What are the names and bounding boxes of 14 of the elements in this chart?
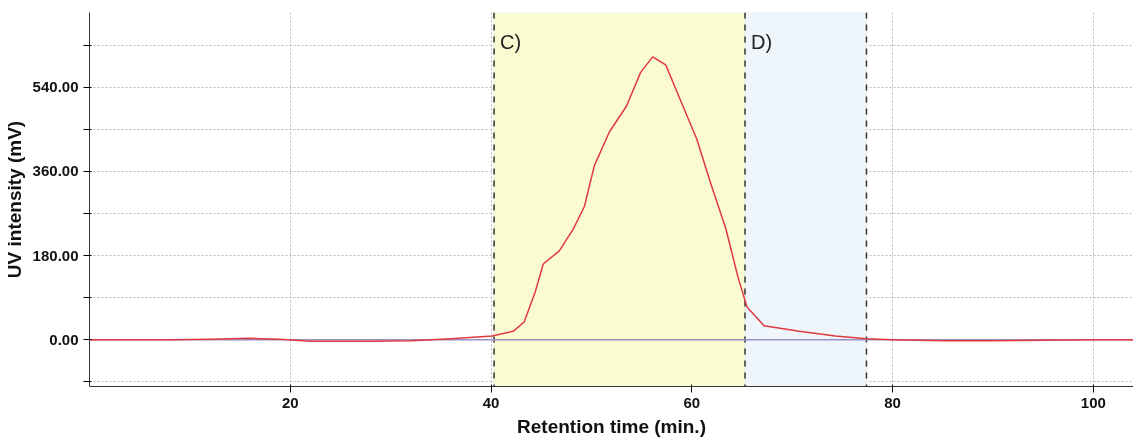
y-axis-title: UV intensity (mV) [3, 120, 25, 279]
x-axis-title: Retention time (min.) [517, 415, 706, 437]
x-tick-label: 40 [482, 393, 500, 411]
y-tick-label: 0.00 [49, 330, 79, 348]
x-tick-label: 80 [884, 393, 901, 411]
y-tick-label: 180.00 [32, 246, 79, 264]
x-tick-label: 60 [683, 393, 701, 411]
y-tick-label: 360.00 [32, 162, 79, 180]
band-label: D) [751, 30, 773, 53]
band-label: C) [500, 30, 522, 53]
x-tick-label: 100 [1080, 393, 1106, 411]
line-series [89, 56, 1133, 342]
y-tick-label: 540.00 [32, 78, 79, 96]
x-tick-label: 20 [281, 393, 299, 411]
